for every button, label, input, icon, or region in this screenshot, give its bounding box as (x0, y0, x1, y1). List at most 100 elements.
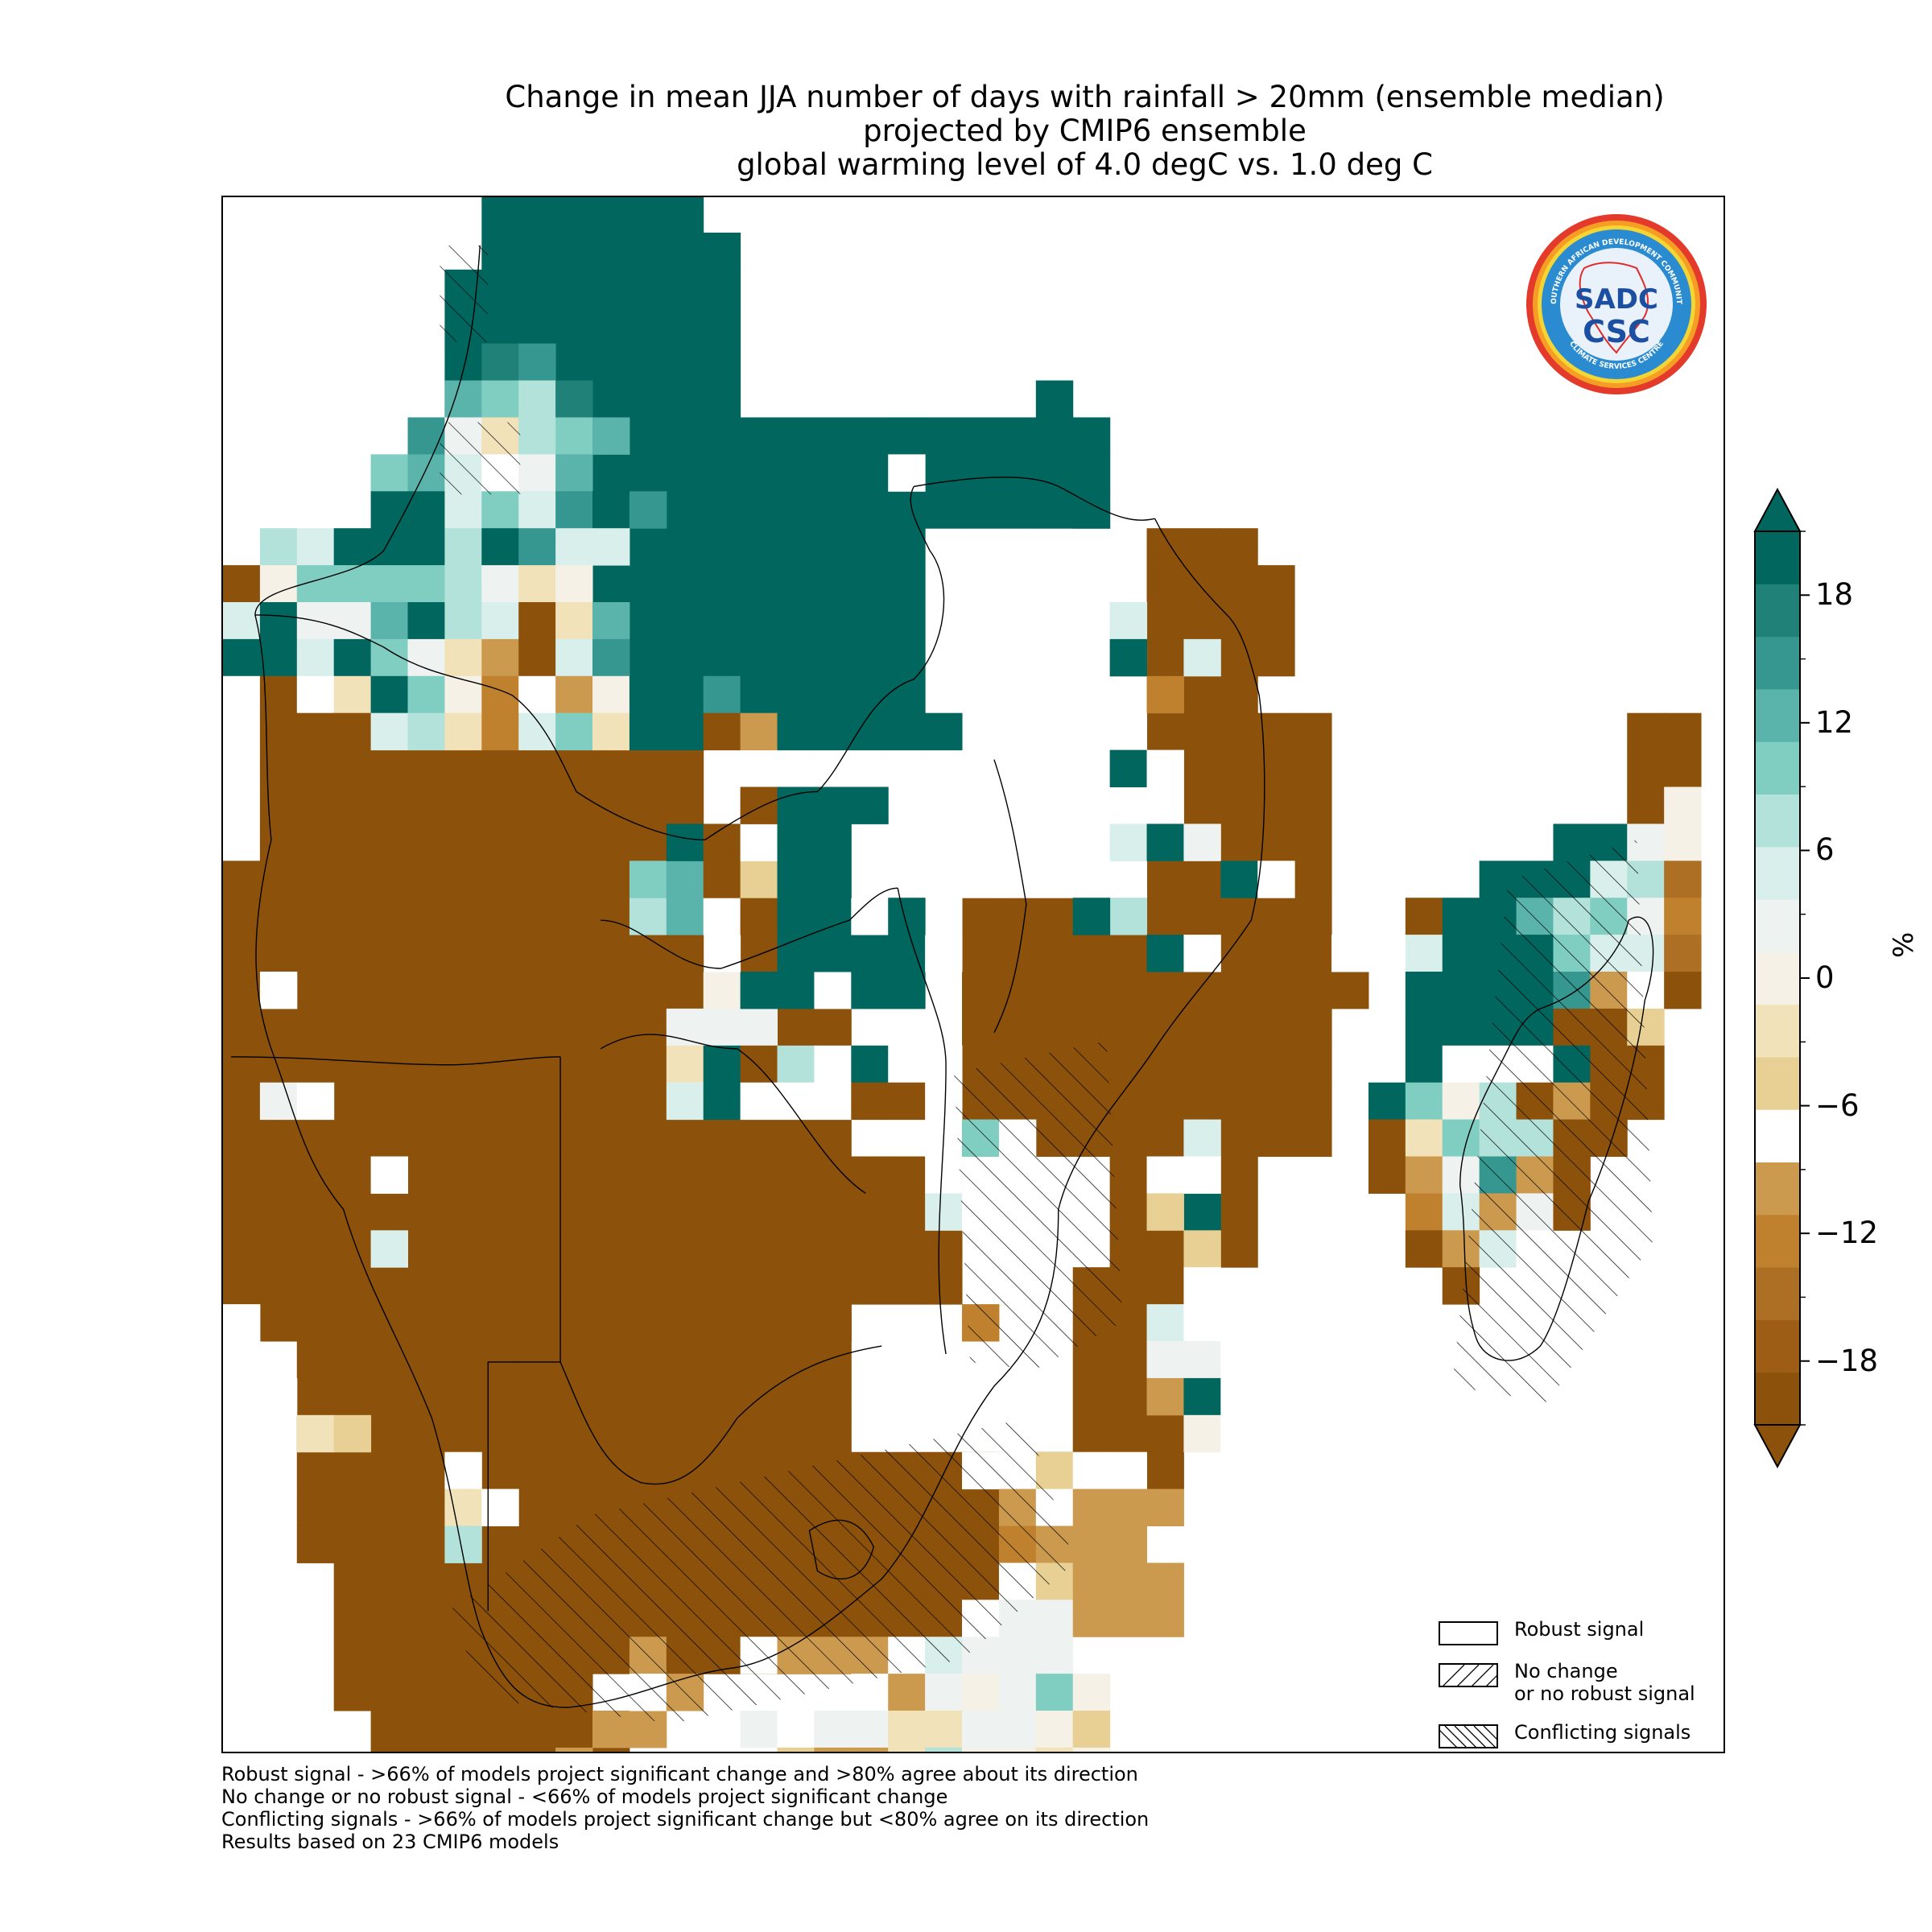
grid-cell (444, 675, 482, 714)
grid-cell (333, 675, 372, 714)
sadc-csc-logo: SADC CSC SOUTHERN AFRICAN DEVELOPMENT CO… (1521, 206, 1709, 400)
grid-cell (1294, 1082, 1332, 1121)
grid-cell (296, 1414, 335, 1453)
grid-cell (1146, 1008, 1184, 1046)
grid-cell (814, 1082, 852, 1121)
grid-cell (259, 749, 298, 787)
grid-cell (703, 1230, 741, 1268)
grid-cell (1109, 749, 1148, 787)
grid-cell (1109, 1414, 1148, 1453)
grid-cell (962, 786, 1000, 824)
grid-cell (666, 1082, 704, 1121)
grid-cell (1331, 935, 1369, 972)
grid-cell (962, 1008, 1000, 1046)
grid-cell (555, 1377, 593, 1416)
grid-cell (814, 1414, 852, 1453)
border-angola-namibia (230, 1056, 561, 1066)
grid-cell (444, 491, 482, 529)
grid-cell (518, 1414, 556, 1453)
grid-cell (1146, 528, 1184, 566)
grid-cell (481, 1525, 519, 1563)
grid-cell (666, 1304, 704, 1342)
grid-cell (1035, 675, 1074, 714)
grid-cell (1442, 1119, 1480, 1158)
grid-cell (1220, 1414, 1258, 1453)
colorbar-svg (1753, 487, 1810, 1469)
grid-cell (629, 528, 667, 566)
grid-cell (925, 417, 963, 455)
grid-cell (333, 1637, 372, 1674)
grid-cell (223, 1230, 261, 1268)
grid-cell (1109, 786, 1148, 824)
grid-cell (1220, 935, 1258, 972)
grid-cell (962, 638, 1000, 677)
grid-cell (223, 1119, 261, 1158)
grid-cell (407, 1637, 445, 1674)
grid-cell (296, 824, 335, 861)
grid-cell (370, 1045, 409, 1084)
legend-swatch-conflicting (1439, 1724, 1498, 1748)
grid-cell (407, 1600, 445, 1637)
title-line-1: Change in mean JJA number of days with r… (505, 80, 1665, 114)
grid-cell (703, 269, 741, 308)
map-canvas (223, 197, 1702, 1752)
grid-cell (333, 1341, 372, 1379)
grid-cell (407, 1193, 445, 1231)
grid-cell (555, 1451, 593, 1490)
grid-cell (888, 898, 926, 935)
grid-cell (814, 1008, 852, 1046)
grid-cell (814, 972, 852, 1009)
grid-cell (296, 1341, 335, 1379)
grid-cell (666, 749, 704, 787)
grid-cell (1146, 786, 1184, 824)
colorbar-tick-label: 18 (1815, 577, 1854, 613)
grid-cell (407, 1230, 445, 1268)
grid-cell (629, 1119, 667, 1158)
grid-cell (1294, 712, 1332, 751)
grid-cell (555, 749, 593, 787)
logo-csc: CSC (1583, 314, 1650, 349)
grid-cell (814, 1341, 852, 1379)
colorbar-bin (1755, 741, 1800, 795)
grid-cell (370, 1600, 409, 1637)
grid-cell (814, 528, 852, 566)
border-angola-drc (254, 614, 577, 792)
grid-cell (629, 935, 667, 972)
grid-cell (888, 861, 926, 898)
grid-cell (777, 1747, 815, 1752)
grid-cell (333, 824, 372, 861)
grid-cell (1109, 1377, 1148, 1416)
grid-cell (370, 898, 409, 935)
grid-cell (518, 491, 556, 529)
grid-cell (925, 824, 963, 861)
grid-cell (555, 1230, 593, 1268)
grid-cell (1220, 824, 1258, 861)
grid-cell (925, 1267, 963, 1305)
grid-cell (1035, 380, 1074, 418)
grid-cell (592, 1747, 630, 1752)
grid-cell (1183, 1414, 1221, 1453)
grid-cell (370, 601, 409, 640)
grid-cell (1072, 898, 1111, 935)
grid-cell (296, 1193, 335, 1231)
grid-cell (1109, 1488, 1148, 1527)
grid-cell (814, 1230, 852, 1268)
grid-cell (518, 197, 556, 233)
grid-cell (962, 601, 1000, 640)
grid-cell (1146, 972, 1184, 1009)
grid-cell (333, 1045, 372, 1084)
grid-cell (296, 1377, 335, 1416)
colorbar-tick-label: 12 (1815, 704, 1854, 740)
grid-cell (1035, 786, 1074, 824)
grid-cell (666, 232, 704, 270)
colorbar-bin (1755, 1056, 1800, 1110)
grid-cell (370, 491, 409, 529)
grid-cell (814, 1045, 852, 1084)
legend-label-robust: Robust signal (1514, 1618, 1645, 1641)
grid-cell (518, 380, 556, 418)
grid-cell (518, 712, 556, 751)
grid-cell (666, 343, 704, 382)
grid-cell (851, 1045, 889, 1084)
grid-cell (518, 972, 556, 1009)
grid-cell (777, 1341, 815, 1379)
